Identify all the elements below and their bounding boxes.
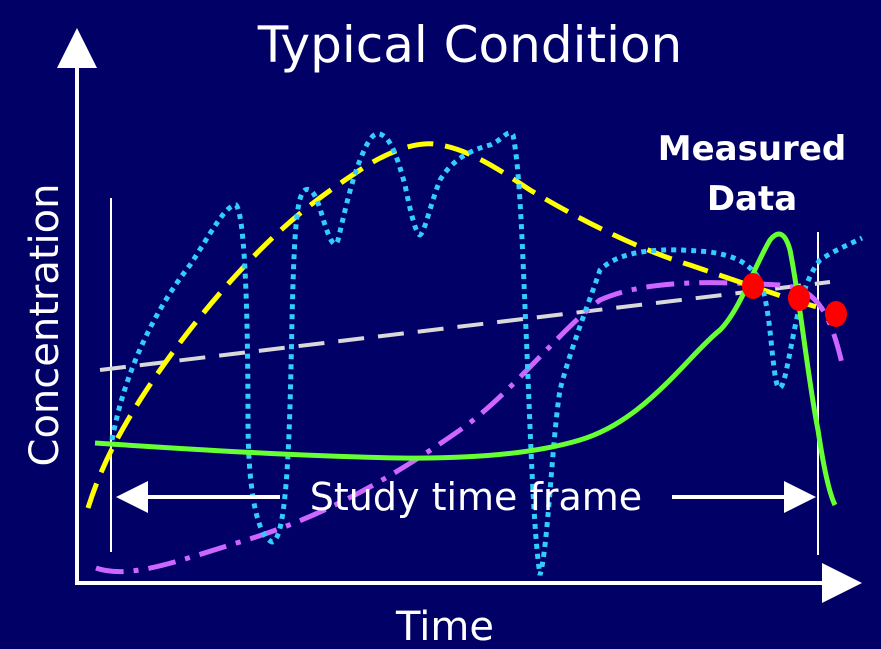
gray-dashed-trend-line	[99, 280, 831, 372]
y-axis-label: Concentration	[22, 184, 68, 467]
measured-point-2	[788, 285, 810, 311]
measured-data-label-line2: Data	[707, 179, 797, 219]
study-time-frame-label: Study time frame	[310, 475, 642, 519]
measured-data-label-line1: Measured	[658, 129, 846, 169]
measured-point-1	[742, 273, 764, 299]
green-solid-curve	[94, 231, 838, 507]
yellow-dashed-curve	[85, 141, 839, 509]
cyan-dotted-curve	[109, 130, 864, 576]
measured-point-3	[825, 301, 847, 327]
magenta-dashdot-curve	[95, 280, 846, 575]
page-title: Typical Condition	[257, 16, 683, 74]
x-axis-label: Time	[395, 604, 494, 645]
